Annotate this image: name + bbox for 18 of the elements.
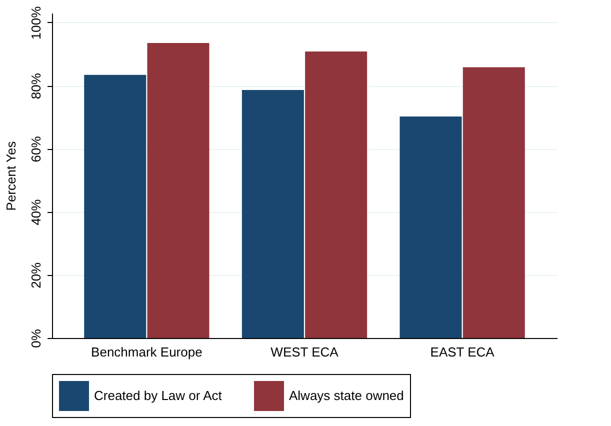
bar (462, 67, 525, 338)
y-tick-label: 20% (28, 262, 44, 288)
x-tick-label: Benchmark Europe (91, 344, 202, 360)
y-axis-title: Percent Yes (4, 140, 18, 211)
bar (400, 116, 462, 338)
bar (242, 90, 304, 338)
bar (84, 74, 146, 338)
y-tick-label: 40% (28, 198, 44, 226)
y-tick-label: 60% (28, 136, 44, 162)
bar (305, 51, 368, 338)
bar (147, 42, 210, 338)
y-tick-label: 80% (28, 72, 44, 100)
legend-label: Created by Law or Act (94, 388, 222, 403)
legend-label: Always state owned (289, 388, 404, 403)
y-tick-label: 0% (28, 328, 44, 348)
x-tick-label: EAST ECA (430, 344, 495, 360)
y-tick-label: 100% (28, 6, 44, 40)
x-tick-label: WEST ECA (270, 344, 339, 360)
